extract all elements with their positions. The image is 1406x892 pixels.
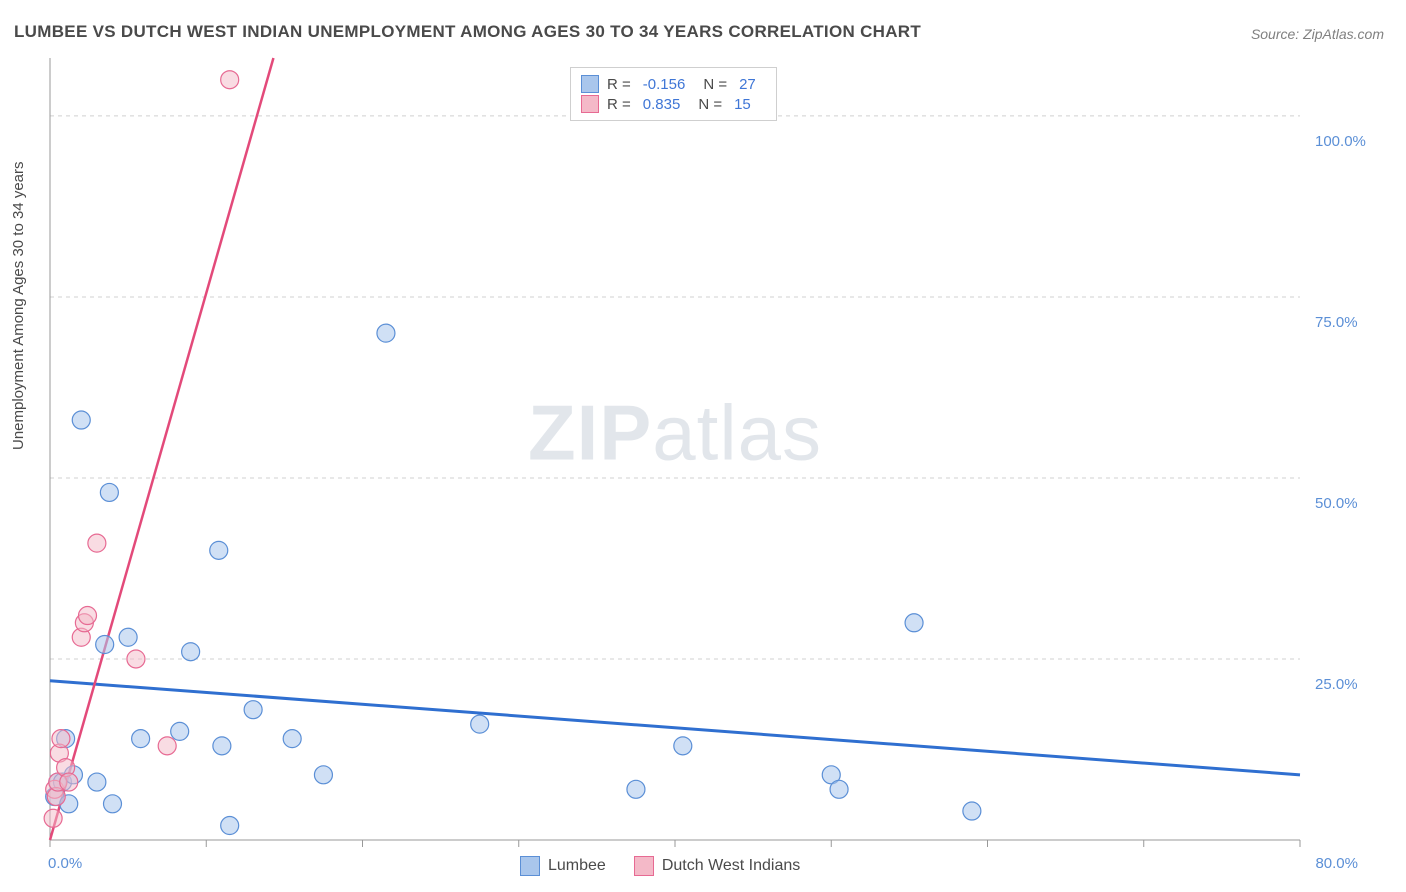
stat-n-value: 15 <box>734 96 751 113</box>
legend-swatch <box>581 95 599 113</box>
data-point <box>132 730 150 748</box>
stat-n-value: 27 <box>739 76 756 93</box>
trend-line <box>50 58 273 840</box>
data-point <box>963 802 981 820</box>
legend-series: Lumbee Dutch West Indians <box>520 856 800 876</box>
data-point <box>119 628 137 646</box>
data-point <box>127 650 145 668</box>
data-point <box>244 701 262 719</box>
data-point <box>210 541 228 559</box>
data-point <box>96 636 114 654</box>
legend-stats-box: R = -0.156 N = 27 R = 0.835 N = 15 <box>570 67 777 121</box>
y-tick-label: 100.0% <box>1315 133 1366 150</box>
legend-stat-row: R = -0.156 N = 27 <box>581 75 766 93</box>
source-attribution: Source: ZipAtlas.com <box>1251 26 1384 42</box>
data-point <box>72 411 90 429</box>
data-point <box>221 71 239 89</box>
y-tick-label: 50.0% <box>1315 495 1358 512</box>
legend-label: Dutch West Indians <box>662 857 800 875</box>
legend-item: Dutch West Indians <box>634 856 800 876</box>
stat-r-value: 0.835 <box>643 96 681 113</box>
data-point <box>905 614 923 632</box>
data-point <box>158 737 176 755</box>
stat-r-label: R = <box>607 76 631 93</box>
legend-stat-row: R = 0.835 N = 15 <box>581 95 766 113</box>
data-point <box>182 643 200 661</box>
stat-r-label: R = <box>607 96 631 113</box>
y-tick-label: 75.0% <box>1315 314 1358 331</box>
scatter-plot-svg: 25.0%50.0%75.0%100.0%0.0%80.0% <box>50 58 1300 840</box>
data-point <box>830 780 848 798</box>
chart-title: LUMBEE VS DUTCH WEST INDIAN UNEMPLOYMENT… <box>14 22 921 42</box>
legend-swatch <box>520 856 540 876</box>
legend-swatch <box>581 75 599 93</box>
data-point <box>377 324 395 342</box>
data-point <box>88 773 106 791</box>
data-point <box>44 809 62 827</box>
legend-swatch <box>634 856 654 876</box>
data-point <box>627 780 645 798</box>
y-axis-label: Unemployment Among Ages 30 to 34 years <box>10 161 27 450</box>
data-point <box>60 773 78 791</box>
data-point <box>52 730 70 748</box>
data-point <box>100 483 118 501</box>
data-point <box>283 730 301 748</box>
data-point <box>171 722 189 740</box>
data-point <box>79 607 97 625</box>
data-point <box>674 737 692 755</box>
x-tick-label: 0.0% <box>48 855 82 872</box>
stat-r-value: -0.156 <box>643 76 686 93</box>
data-point <box>88 534 106 552</box>
legend-label: Lumbee <box>548 857 606 875</box>
data-point <box>314 766 332 784</box>
x-tick-label: 80.0% <box>1315 855 1358 872</box>
data-point <box>221 817 239 835</box>
stat-n-label: N = <box>698 96 722 113</box>
chart-container: LUMBEE VS DUTCH WEST INDIAN UNEMPLOYMENT… <box>0 0 1406 892</box>
legend-item: Lumbee <box>520 856 606 876</box>
data-point <box>471 715 489 733</box>
y-tick-label: 25.0% <box>1315 676 1358 693</box>
trend-line <box>50 681 1300 775</box>
plot-area: 25.0%50.0%75.0%100.0%0.0%80.0% ZIPatlas <box>50 58 1300 840</box>
data-point <box>213 737 231 755</box>
data-point <box>104 795 122 813</box>
stat-n-label: N = <box>703 76 727 93</box>
